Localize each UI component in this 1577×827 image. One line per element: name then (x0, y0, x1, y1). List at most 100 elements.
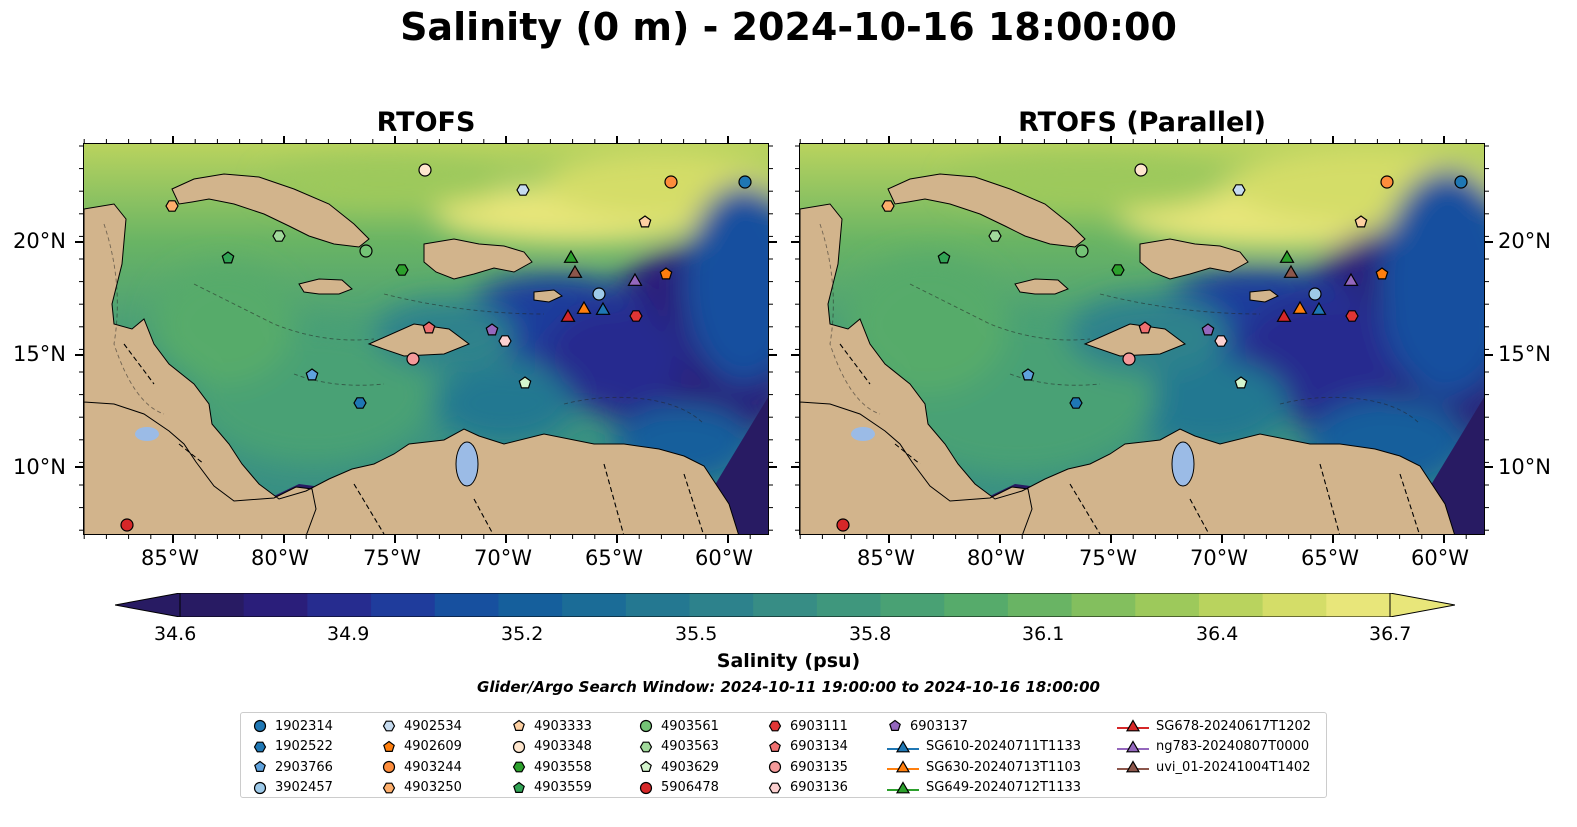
legend-marker-shape (768, 720, 782, 732)
legend-marker-shape (253, 741, 267, 752)
colorbar-tick: 34.9 (327, 623, 370, 645)
legend-item: 6903135 (766, 757, 848, 777)
glider-marker-sg678-20240617t1202 (1276, 308, 1292, 322)
lat-label-left-15n: 15°N (13, 342, 66, 366)
legend: 1902314 1902522 2903766 3902457 4902534 49026… (240, 712, 1327, 798)
legend-label: 6903111 (790, 718, 848, 734)
page-title: Salinity (0 m) - 2024-10-16 18:00:00 (400, 5, 1177, 49)
legend-marker-shape (513, 781, 525, 793)
argo-marker-4903559 (221, 251, 235, 264)
legend-marker-shape (895, 780, 911, 793)
legend-label: uvi_01-20241004T1402 (1156, 759, 1311, 775)
map-panel-rtofs-parallel (799, 143, 1485, 535)
argo-marker-6903135 (1122, 352, 1136, 366)
argo-marker-1902522 (353, 397, 367, 409)
argo-marker-4903348 (1134, 163, 1148, 177)
legend-label: 1902314 (275, 718, 333, 734)
puerto-rico-island (533, 289, 563, 303)
legend-marker-shape (639, 781, 653, 794)
argo-marker-5906478 (120, 518, 134, 532)
legend-marker-pentagon-icon (254, 760, 266, 772)
argo-marker-4903563 (988, 230, 1002, 242)
salinity-patches (154, 149, 768, 484)
legend-label: SG649-20240712T1133 (926, 780, 1082, 795)
legend-item: SG610-20240711T1133 (886, 737, 1081, 757)
argo-marker-4903561 (359, 244, 373, 258)
legend-label: 4903563 (661, 739, 719, 754)
legend-item: 5906478 (637, 778, 719, 798)
lat-label-left-20n: 20°N (13, 229, 66, 253)
glider-marker-sg630-20240713t1103 (1292, 300, 1308, 314)
legend-marker-shape (512, 740, 526, 753)
colorbar-tick: 36.1 (1022, 623, 1065, 645)
legend-marker-hexagon-icon (382, 720, 396, 732)
legend-marker-hexagon-icon (639, 741, 653, 752)
argo-marker-4903333 (1354, 215, 1368, 228)
colorbar-segment (689, 593, 754, 617)
argo-marker-4902609 (1375, 267, 1389, 280)
legend-label: 4903561 (661, 718, 719, 734)
argo-marker-2903766 (1021, 368, 1035, 381)
glider-marker-sg649-20240712t1133 (563, 249, 579, 263)
legend-marker-shape (889, 719, 901, 731)
argo-marker-4903559 (937, 251, 951, 264)
legend-label: SG610-20240711T1133 (926, 739, 1082, 754)
hispaniola-island (1139, 238, 1249, 280)
cuba-island (887, 173, 1086, 248)
legend-item: 4903563 (637, 737, 719, 757)
legend-marker-circle-icon (512, 740, 526, 753)
legend-marker-circle-icon (253, 719, 267, 733)
lake-maracaibo (455, 441, 479, 487)
legend-marker-pentagon-icon (513, 719, 525, 731)
legend-marker-shape (253, 781, 267, 794)
argo-marker-6903111 (1345, 310, 1359, 322)
legend-item: 3902457 (251, 778, 333, 798)
colorbar-segment (1326, 593, 1391, 617)
central-south-america-land (800, 203, 1455, 534)
bathymetry-contours (819, 223, 1421, 425)
legend-item: 6903136 (766, 778, 848, 798)
legend-label: 4902534 (404, 718, 462, 734)
legend-label: 6903134 (790, 739, 848, 754)
legend-marker-circle-icon (768, 760, 782, 774)
lon-label-right-60w: 60°W (1411, 546, 1469, 570)
legend-item: SG678-20240617T1202 (1116, 716, 1311, 736)
colorbar-tick: 35.5 (675, 623, 718, 645)
legend-marker-pentagon-icon (640, 760, 652, 772)
cuba-island (171, 173, 370, 248)
argo-marker-4903629 (1234, 376, 1248, 389)
legend-item: 2903766 (251, 757, 333, 777)
axis-ticks (75, 136, 1493, 543)
legend-label: 4902609 (404, 739, 462, 754)
argo-marker-4903244 (664, 175, 678, 189)
colorbar-tick: 36.4 (1196, 623, 1239, 645)
argo-marker-6903135 (406, 352, 420, 366)
lon-label-left-85w: 85°W (141, 546, 199, 570)
jamaica-island (1014, 278, 1069, 295)
legend-label: SG630-20240713T1103 (926, 759, 1082, 775)
glider-marker-sg630-20240713t1103 (576, 300, 592, 314)
colorbar-label: Salinity (psu) (716, 650, 861, 672)
lon-label-right-65w: 65°W (1301, 546, 1359, 570)
honduras-land-bulge (1083, 323, 1187, 357)
argo-marker-6903137 (1201, 323, 1215, 336)
colorbar-segment (625, 593, 691, 617)
legend-label: ng783-20240807T0000 (1156, 739, 1310, 754)
lon-label-left-60w: 60°W (695, 546, 753, 570)
argo-marker-4903348 (418, 163, 432, 177)
legend-marker-pentagon-icon (889, 719, 901, 731)
colorbar-segment (816, 593, 882, 617)
legend-marker-hexagon-icon (382, 782, 396, 793)
argo-marker-4903558 (395, 264, 409, 276)
legend-marker-triangle-icon (887, 760, 919, 773)
argo-marker-6903136 (1214, 335, 1228, 347)
lon-label-right-80w: 80°W (967, 546, 1025, 570)
legend-label: 6903137 (910, 718, 968, 734)
legend-item: 4903558 (510, 757, 592, 777)
legend-item: 4903333 (510, 716, 592, 736)
legend-marker-hexagon-icon (768, 782, 782, 793)
legend-label: 6903136 (790, 780, 848, 795)
legend-marker-triangle-icon (1117, 760, 1149, 773)
colorbar-low-extension (115, 593, 181, 617)
legend-marker-pentagon-icon (513, 781, 525, 793)
